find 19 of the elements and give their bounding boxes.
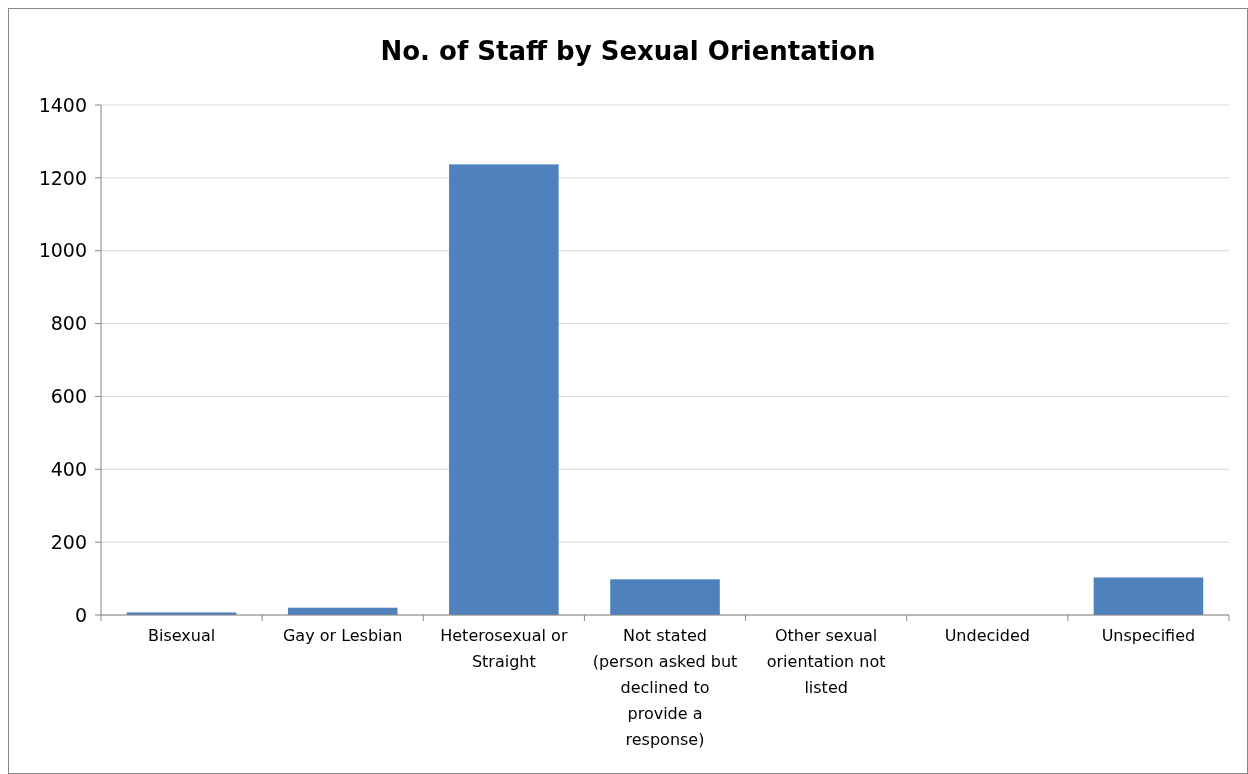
y-tick-label: 800 — [50, 312, 87, 335]
x-tick-label: Heterosexual or Straight — [440, 626, 568, 671]
y-tick-label: 200 — [50, 530, 87, 553]
y-tick-label: 1000 — [38, 239, 87, 262]
y-tick-label: 0 — [74, 603, 87, 626]
y-tick-label: 1400 — [38, 93, 87, 116]
chart-title: No. of Staff by Sexual Orientation — [380, 36, 876, 66]
x-tick-label: Undecided — [944, 626, 1030, 645]
y-tick-label: 400 — [50, 457, 87, 480]
y-tick-label: 600 — [50, 385, 87, 408]
bar — [449, 164, 559, 615]
x-tick-label: Gay or Lesbian — [282, 626, 403, 645]
y-tick-label: 1200 — [38, 166, 87, 189]
bar — [610, 579, 720, 615]
x-tick-label: Bisexual — [147, 626, 216, 645]
bar — [1093, 577, 1204, 615]
x-tick-label: Not stated (person asked but declined to provide a response) — [592, 626, 738, 749]
x-tick-label: Unspecified — [1101, 626, 1196, 645]
x-tick-label: Other sexual orientation not listed — [766, 626, 886, 697]
